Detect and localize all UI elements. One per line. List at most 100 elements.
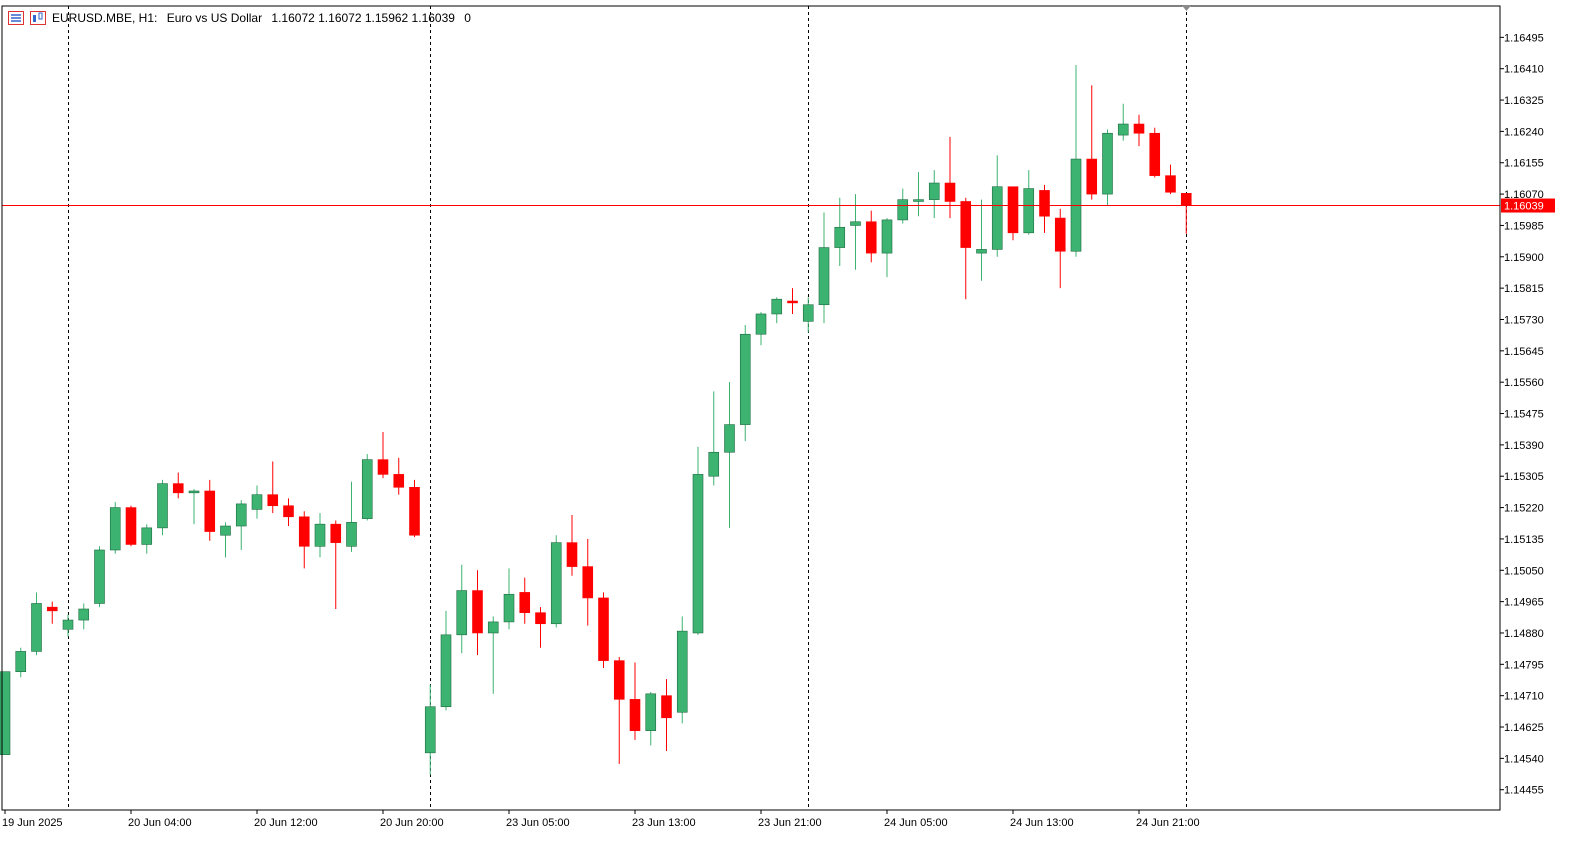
header-extra-value: 0 xyxy=(464,11,471,25)
candle-16 xyxy=(251,485,263,519)
candle-67 xyxy=(1054,208,1066,289)
x-tick-label: 23 Jun 05:00 xyxy=(506,817,570,829)
y-tick-label: 1.15135 xyxy=(1504,534,1544,546)
candle-body xyxy=(251,494,263,510)
shift-marker-icon[interactable] xyxy=(1181,5,1192,11)
y-tick-label: 1.16070 xyxy=(1504,189,1544,201)
candle-body xyxy=(582,566,594,599)
candle-body xyxy=(881,219,893,254)
symbol-list-icon[interactable] xyxy=(8,11,24,25)
candle-73 xyxy=(1149,127,1161,178)
candle-24 xyxy=(377,431,389,479)
current-price-tag xyxy=(1501,198,1555,213)
candle-body xyxy=(1102,132,1113,195)
candle-44 xyxy=(692,446,704,635)
candle-body xyxy=(991,186,1003,250)
candle-7 xyxy=(109,502,121,554)
candle-55 xyxy=(865,210,877,263)
x-tick-label: 24 Jun 13:00 xyxy=(1010,817,1074,829)
candle-29 xyxy=(456,564,468,654)
y-tick-label: 1.15050 xyxy=(1504,565,1544,577)
candle-22 xyxy=(346,481,357,552)
candle-40 xyxy=(629,662,641,740)
y-tick-label: 1.14795 xyxy=(1504,659,1544,671)
candle-body xyxy=(1086,158,1098,195)
candle-body xyxy=(850,221,861,226)
candle-body xyxy=(802,304,814,322)
candle-body xyxy=(141,527,153,545)
candle-50 xyxy=(787,288,798,314)
axes: 1.16495 1.16410 1.16325 1.16240 1.16155 1.160… xyxy=(1,5,1544,829)
x-tick-label: 19 Jun 2025 xyxy=(2,817,63,829)
candle-2 xyxy=(31,592,42,656)
candle-body xyxy=(771,298,783,315)
candle-12 xyxy=(188,489,200,525)
candle-58 xyxy=(913,171,924,217)
candle-1 xyxy=(15,647,27,678)
candle-11 xyxy=(172,472,184,499)
candle-72 xyxy=(1133,114,1145,147)
candle-27 xyxy=(424,684,436,775)
y-tick-label: 1.14625 xyxy=(1504,722,1544,734)
candle-body xyxy=(629,699,641,732)
y-tick-label: 1.15390 xyxy=(1504,440,1544,452)
candle-63 xyxy=(991,155,1003,257)
candle-body xyxy=(1023,188,1035,234)
candle-34 xyxy=(535,607,546,648)
candle-body xyxy=(204,490,216,532)
y-tick-label: 1.15560 xyxy=(1504,377,1544,389)
candle-66 xyxy=(1039,184,1050,233)
candle-5 xyxy=(78,603,90,630)
candle-61 xyxy=(960,197,972,300)
candle-body xyxy=(676,630,688,713)
y-tick-label: 1.16325 xyxy=(1504,95,1544,107)
candle-body xyxy=(172,483,184,494)
candle-body xyxy=(220,525,231,536)
candle-9 xyxy=(141,524,153,554)
candle-body xyxy=(15,651,27,672)
y-tick-label: 1.16410 xyxy=(1504,64,1544,76)
candle-body xyxy=(377,459,389,475)
candle-body xyxy=(566,542,578,567)
candle-10 xyxy=(157,479,168,536)
candle-body xyxy=(613,660,625,700)
candle-body xyxy=(834,226,846,248)
symbol-description: Euro vs US Dollar xyxy=(166,11,263,25)
candle-30 xyxy=(472,570,483,656)
candle-body xyxy=(724,424,735,453)
candle-body xyxy=(314,523,326,547)
y-tick-label: 1.14710 xyxy=(1504,691,1544,703)
candle-0 xyxy=(0,671,11,755)
candle-body xyxy=(739,333,751,425)
x-tick-label: 23 Jun 13:00 xyxy=(632,817,696,829)
candle-46 xyxy=(724,382,735,528)
candle-body xyxy=(1007,186,1019,234)
candle-65 xyxy=(1023,170,1035,235)
candle-body xyxy=(409,486,420,536)
candle-56 xyxy=(881,218,893,278)
candle-body xyxy=(865,221,877,254)
candle-14 xyxy=(220,522,231,558)
candle-68 xyxy=(1070,65,1082,257)
candle-body xyxy=(456,590,468,636)
candle-body xyxy=(1149,132,1161,176)
candle-body xyxy=(535,612,546,625)
candle-body xyxy=(94,549,105,604)
candle-body xyxy=(424,706,436,754)
candle-body xyxy=(960,201,972,248)
candle-body xyxy=(487,621,499,634)
candle-body xyxy=(267,494,279,507)
candle-body xyxy=(897,199,909,221)
candle-51 xyxy=(802,297,814,333)
chart-type-icon[interactable] xyxy=(30,11,46,25)
candle-47 xyxy=(739,325,751,442)
candle-body xyxy=(157,483,168,529)
candle-body xyxy=(1133,123,1145,134)
candle-body xyxy=(913,199,924,202)
current-price-line: 1.16039 xyxy=(2,198,1555,213)
x-tick-label: 20 Jun 20:00 xyxy=(380,817,444,829)
y-tick-label: 1.16155 xyxy=(1504,158,1544,170)
candle-body xyxy=(661,695,672,719)
